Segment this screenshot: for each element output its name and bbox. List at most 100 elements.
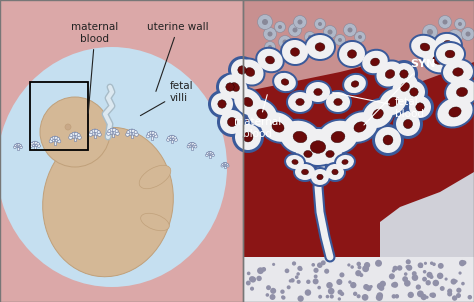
Circle shape [406, 259, 411, 265]
Ellipse shape [243, 97, 253, 107]
Ellipse shape [316, 142, 344, 166]
Circle shape [288, 50, 292, 54]
Circle shape [328, 30, 332, 34]
Circle shape [152, 133, 156, 137]
Circle shape [406, 93, 434, 121]
Ellipse shape [326, 150, 334, 158]
Circle shape [379, 285, 384, 291]
Circle shape [467, 295, 472, 300]
Circle shape [358, 35, 362, 39]
Circle shape [409, 96, 431, 118]
Circle shape [116, 132, 119, 135]
Circle shape [227, 163, 228, 165]
Ellipse shape [324, 90, 352, 114]
Circle shape [359, 273, 363, 277]
Circle shape [35, 143, 39, 146]
Ellipse shape [247, 100, 277, 128]
Text: maternal
blood: maternal blood [234, 95, 282, 139]
Circle shape [169, 135, 174, 140]
Circle shape [75, 134, 80, 138]
Circle shape [440, 286, 445, 291]
Ellipse shape [0, 47, 227, 287]
Circle shape [348, 280, 352, 284]
Circle shape [353, 292, 357, 296]
Ellipse shape [435, 34, 461, 54]
Circle shape [35, 141, 38, 144]
Circle shape [219, 76, 241, 98]
Circle shape [383, 135, 393, 145]
Ellipse shape [342, 159, 348, 165]
Ellipse shape [304, 150, 312, 158]
Circle shape [57, 137, 60, 140]
Circle shape [422, 277, 427, 281]
Ellipse shape [362, 51, 388, 73]
Circle shape [257, 14, 273, 30]
Circle shape [406, 265, 412, 271]
Circle shape [298, 295, 304, 302]
Circle shape [451, 278, 456, 284]
Circle shape [238, 66, 246, 74]
Ellipse shape [336, 155, 354, 169]
Ellipse shape [294, 142, 322, 166]
Bar [34, 143, 36, 149]
Ellipse shape [411, 36, 439, 58]
Circle shape [296, 272, 300, 276]
Circle shape [207, 153, 210, 156]
Circle shape [433, 280, 439, 286]
Ellipse shape [420, 43, 430, 51]
Circle shape [206, 153, 209, 155]
Bar [54, 138, 56, 145]
Circle shape [410, 88, 418, 96]
Circle shape [19, 144, 22, 146]
Circle shape [18, 145, 21, 148]
Circle shape [458, 22, 462, 26]
Circle shape [16, 143, 20, 148]
Text: maternal
blood: maternal blood [72, 22, 118, 113]
Circle shape [412, 274, 418, 281]
Circle shape [266, 285, 271, 290]
Ellipse shape [342, 73, 368, 95]
Ellipse shape [445, 50, 455, 58]
Circle shape [447, 291, 452, 297]
Circle shape [452, 295, 457, 301]
Ellipse shape [255, 47, 285, 73]
Ellipse shape [259, 110, 297, 144]
Ellipse shape [220, 72, 250, 101]
Circle shape [135, 133, 138, 137]
Circle shape [437, 273, 443, 279]
Circle shape [262, 19, 268, 25]
Circle shape [408, 292, 414, 298]
Circle shape [225, 164, 228, 166]
Ellipse shape [441, 58, 474, 86]
Circle shape [74, 132, 78, 136]
Circle shape [191, 143, 194, 145]
Circle shape [37, 144, 40, 147]
Circle shape [304, 44, 316, 56]
Circle shape [447, 30, 463, 44]
Circle shape [77, 133, 80, 137]
Circle shape [69, 136, 73, 139]
Ellipse shape [230, 82, 239, 92]
Circle shape [362, 294, 368, 301]
Circle shape [297, 280, 301, 284]
Circle shape [149, 131, 155, 137]
Circle shape [376, 294, 383, 301]
Circle shape [147, 133, 150, 135]
Text: fetal
blood: fetal blood [333, 92, 424, 119]
Circle shape [364, 262, 370, 268]
Ellipse shape [304, 80, 332, 104]
Circle shape [462, 27, 474, 40]
Circle shape [221, 165, 223, 167]
Circle shape [95, 131, 100, 135]
Ellipse shape [376, 62, 403, 87]
Circle shape [257, 267, 264, 274]
Circle shape [458, 271, 462, 275]
Circle shape [279, 36, 292, 49]
Circle shape [90, 131, 95, 135]
Circle shape [222, 163, 224, 165]
Circle shape [427, 272, 433, 278]
Circle shape [362, 265, 369, 272]
Ellipse shape [436, 95, 474, 129]
Circle shape [370, 285, 373, 288]
Ellipse shape [446, 79, 474, 105]
